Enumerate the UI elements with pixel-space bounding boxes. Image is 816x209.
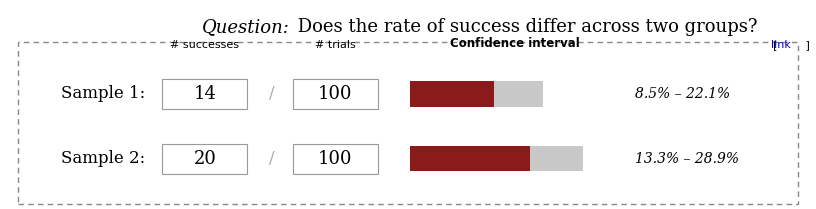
Bar	[410, 146, 583, 171]
Text: 8.5% – 22.1%: 8.5% – 22.1%	[635, 87, 730, 101]
Text: # successes: # successes	[171, 40, 240, 50]
Bar	[292, 144, 378, 174]
Text: 14: 14	[193, 85, 216, 103]
Bar	[162, 79, 247, 109]
Text: Sample 1:: Sample 1:	[60, 85, 145, 102]
Bar	[410, 81, 494, 107]
Bar	[410, 146, 530, 171]
Text: ]: ]	[802, 40, 809, 50]
Text: Confidence interval: Confidence interval	[450, 37, 580, 50]
Text: /: /	[269, 150, 275, 167]
Text: # trials: # trials	[315, 40, 356, 50]
Text: 13.3% – 28.9%: 13.3% – 28.9%	[635, 152, 739, 166]
Text: 100: 100	[317, 150, 353, 168]
Text: Question:: Question:	[202, 18, 290, 36]
Text: link: link	[771, 40, 791, 50]
Text: 20: 20	[193, 150, 216, 168]
Bar	[292, 79, 378, 109]
Text: Sample 2:: Sample 2:	[60, 150, 145, 167]
Text: /: /	[269, 85, 275, 102]
Text: Does the rate of success differ across two groups?: Does the rate of success differ across t…	[292, 18, 757, 36]
Text: [: [	[773, 40, 781, 50]
Bar	[410, 81, 543, 107]
Bar	[162, 144, 247, 174]
Text: 100: 100	[317, 85, 353, 103]
